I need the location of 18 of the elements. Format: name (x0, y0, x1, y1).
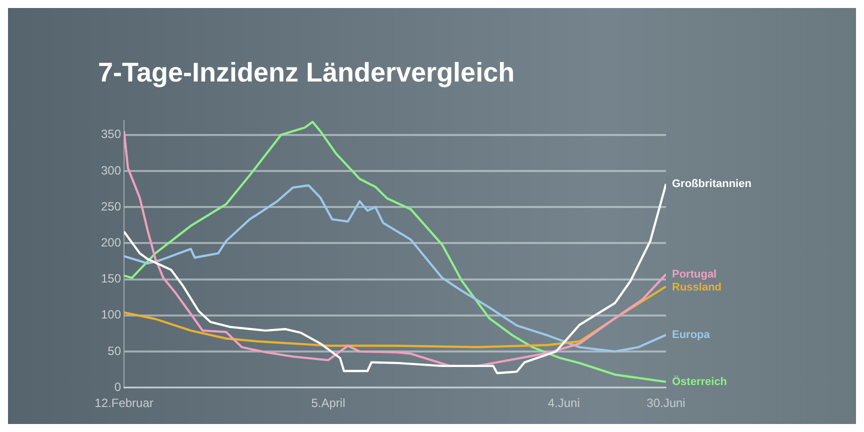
y-tick-label: 200 (100, 235, 122, 250)
series-label: Portugal (672, 268, 717, 280)
y-tick-label: 100 (100, 308, 122, 322)
y-tick-label: 300 (100, 163, 122, 178)
series-label: Großbritannien (672, 178, 752, 190)
series-label: Österreich (672, 374, 728, 388)
x-tick-label: 30.Juni (646, 396, 686, 410)
x-tick-label: 5.April (311, 396, 346, 410)
chart-title: 7-Tage-Inzidenz Ländervergleich (98, 58, 515, 88)
y-tick-label: 150 (100, 272, 122, 286)
series-label: Russland (672, 281, 722, 294)
y-tick-label: 350 (100, 127, 122, 142)
y-tick-label: 50 (108, 344, 122, 358)
series-label: Europa (672, 328, 711, 341)
x-tick-label: 12.Februar (94, 396, 154, 410)
y-tick-label: 0 (114, 380, 122, 394)
y-tick-label: 250 (100, 199, 122, 214)
x-tick-label: 4.Juni (548, 396, 580, 410)
